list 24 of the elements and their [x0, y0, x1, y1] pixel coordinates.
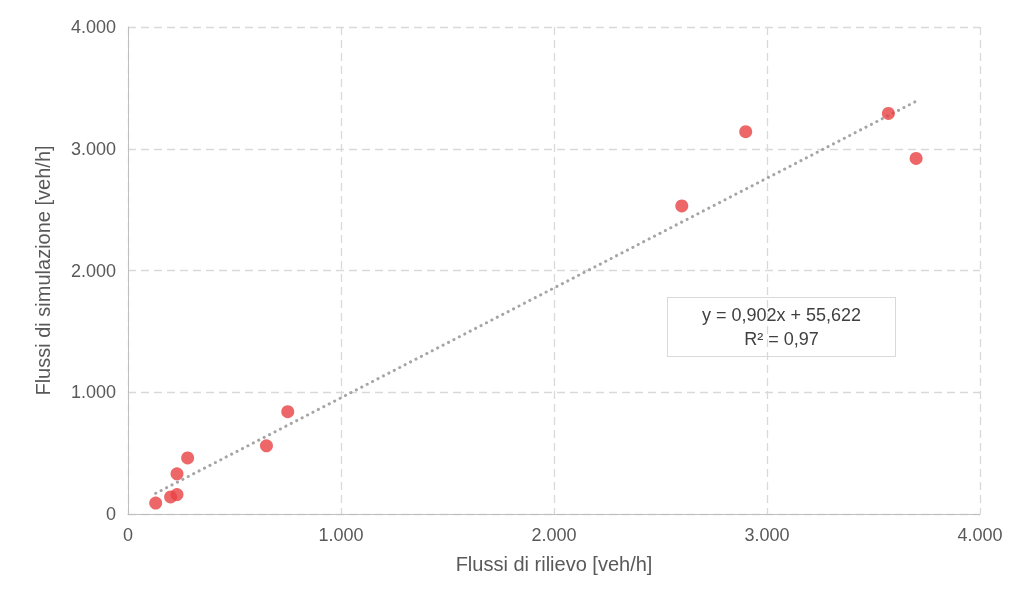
point [909, 151, 923, 165]
point [181, 451, 195, 465]
x-axis-title: Flussi di rilievo [veh/h] [455, 553, 653, 575]
annotation: R² = 0,97 [743, 328, 820, 351]
y-tick-label: 4.000 [70, 17, 116, 37]
x-tick-label: 3.000 [744, 525, 790, 545]
x-tick-label: 0 [122, 525, 134, 545]
y-tick-label: 1.000 [70, 382, 116, 403]
point [675, 199, 689, 213]
point [281, 405, 295, 419]
annotation: y = 0,902x + 55,622 [700, 304, 863, 327]
x-tick-label: 1.000 [318, 525, 364, 545]
y-axis-title: Flussi di simulazione [veh/h] [32, 145, 54, 396]
point [259, 439, 273, 453]
x-tick-label: 4.000 [957, 525, 1003, 545]
point [149, 496, 163, 510]
point [170, 467, 184, 481]
y-tick-label: 3.000 [70, 138, 116, 159]
point [170, 488, 184, 502]
point [881, 106, 895, 120]
y-tick-label: 0 [105, 504, 116, 524]
x-tick-label: 2.000 [531, 525, 577, 545]
point [739, 125, 753, 139]
y-tick-label: 2.000 [70, 260, 116, 281]
